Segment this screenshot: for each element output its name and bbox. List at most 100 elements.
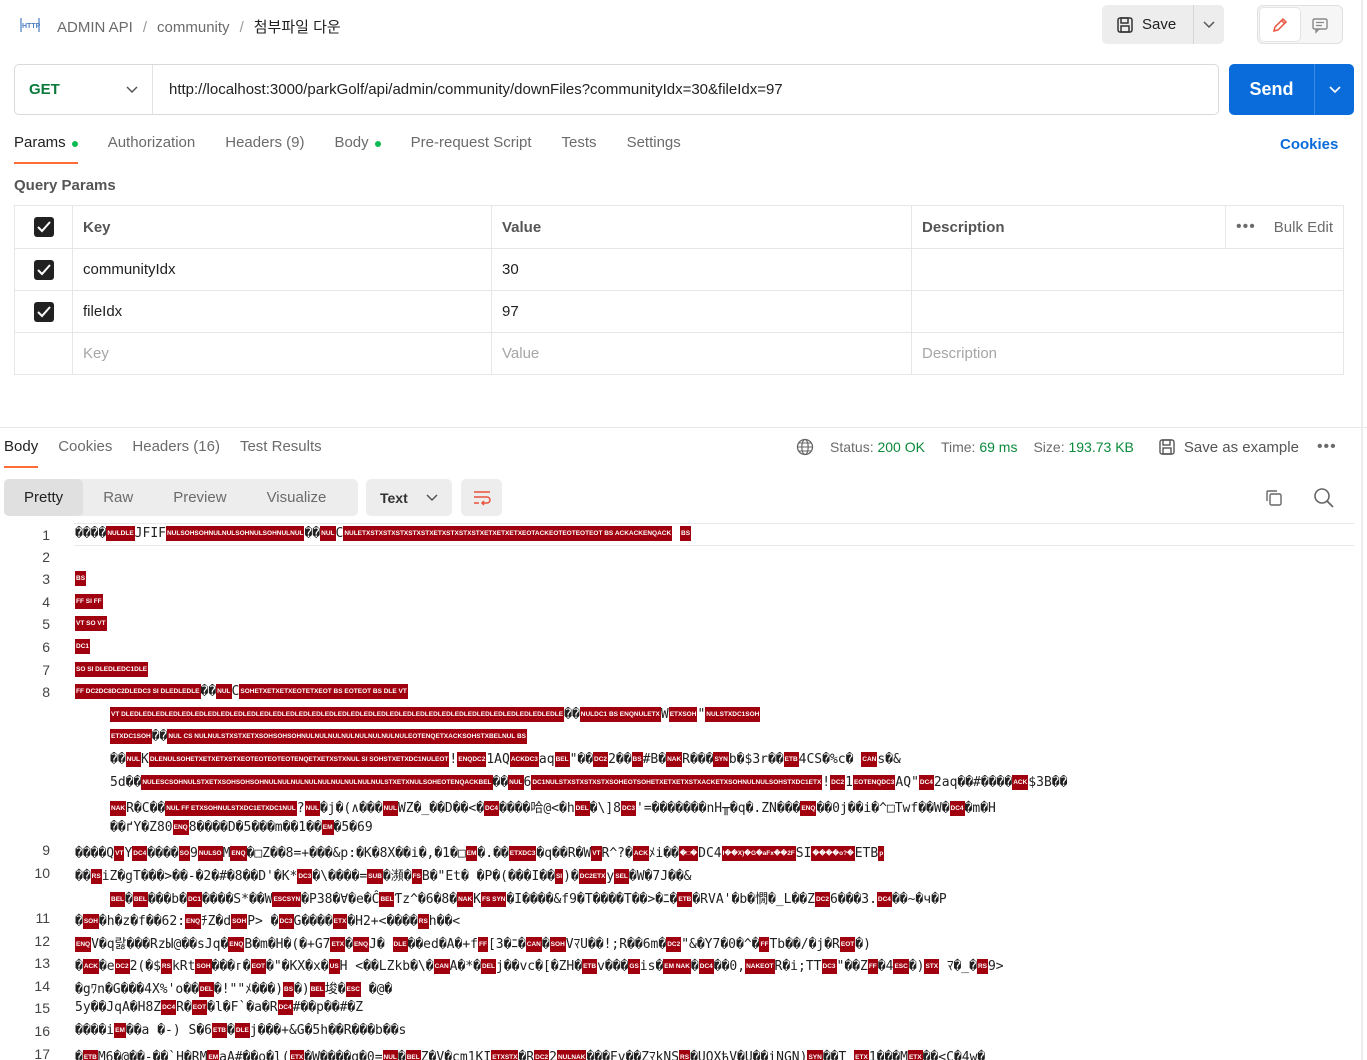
control-char-badge: DC3 xyxy=(297,868,313,884)
control-char-badge: NULSOHSOHNULNULSOHNULSOHNULNUL xyxy=(165,526,305,541)
tab-body[interactable]: Body xyxy=(334,134,381,164)
scrollbar[interactable] xyxy=(1361,0,1363,1060)
more-options-icon[interactable]: ••• xyxy=(1235,218,1256,235)
param-key[interactable]: communityIdx xyxy=(72,248,492,291)
view-raw[interactable]: Raw xyxy=(103,489,134,506)
tab-settings[interactable]: Settings xyxy=(627,134,681,164)
breadcrumb-collection[interactable]: ADMIN API xyxy=(57,19,133,36)
code-line: 6 DC1 xyxy=(0,636,1354,659)
control-char-badge: ����o?� xyxy=(811,846,855,862)
tab-response-body[interactable]: Body xyxy=(4,438,39,468)
new-description-input[interactable]: Description xyxy=(911,332,1344,375)
control-char-badge: EM xyxy=(465,846,478,862)
table-row: fileIdx 97 xyxy=(14,290,1344,333)
tab-settings-label: Settings xyxy=(626,134,681,151)
line-text: FF SI FF xyxy=(75,593,1354,609)
tab-tests[interactable]: Tests xyxy=(562,134,597,164)
tab-headers[interactable]: Headers (9) xyxy=(225,134,304,164)
cookies-link[interactable]: Cookies xyxy=(1280,136,1339,153)
tab-params[interactable]: Params xyxy=(14,134,78,164)
param-description[interactable] xyxy=(911,248,1344,291)
description-header: Description ••• Bulk Edit xyxy=(911,205,1344,249)
size-label: Size: xyxy=(1033,439,1065,455)
save-as-example-button[interactable]: Save as example xyxy=(1158,438,1299,456)
tab-response-headers[interactable]: Headers (16) xyxy=(132,438,220,455)
breadcrumb-folder[interactable]: community xyxy=(157,19,230,36)
copy-icon[interactable] xyxy=(1264,488,1284,508)
check-icon xyxy=(36,263,51,275)
more-options-icon[interactable]: ••• xyxy=(1316,438,1337,455)
globe-icon[interactable] xyxy=(796,438,814,456)
control-char-badge: EM NAK xyxy=(663,959,691,975)
control-char-badge: ENQDC2 xyxy=(457,751,487,767)
line-number: 1 xyxy=(42,527,50,543)
view-pretty[interactable]: Pretty xyxy=(4,479,84,516)
docs-mode-button[interactable] xyxy=(1300,8,1340,41)
url-input[interactable]: http://localhost:3000/parkGolf/api/admin… xyxy=(169,81,783,98)
control-char-badge: ACK xyxy=(632,846,649,862)
param-value[interactable]: 30 xyxy=(491,248,912,291)
control-char-badge: NUL xyxy=(382,1049,398,1060)
wrap-lines-button[interactable] xyxy=(461,479,502,516)
code-line: 7 SO SI DLEDLEDC1DLE xyxy=(0,659,1354,682)
time-value: 69 ms xyxy=(979,439,1018,455)
tab-response-cookies[interactable]: Cookies xyxy=(58,438,113,455)
pane-divider[interactable] xyxy=(0,427,1367,428)
chevron-down-icon xyxy=(126,85,138,93)
http-icon: HTTP xyxy=(20,18,41,32)
status-info[interactable]: Status: 200 OK xyxy=(830,439,925,455)
control-char-badge: BEL xyxy=(554,751,570,767)
line-number: 8 xyxy=(42,684,50,701)
param-description[interactable] xyxy=(911,290,1344,333)
line-text: ��ґY�Z80ENQ8����D�5���m��1��EM�5�69 xyxy=(110,819,373,835)
param-key[interactable]: fileIdx xyxy=(72,290,492,333)
response-body-viewer[interactable]: 1 ����NULDLEJFIFNULSOHSOHNULNULSOHNULSOHN… xyxy=(0,523,1354,1060)
select-all-checkbox[interactable] xyxy=(33,217,54,237)
view-mode-selector: Pretty Raw Preview Visualize xyxy=(4,479,358,516)
line-number: 17 xyxy=(34,1045,50,1060)
tab-pre-request-script[interactable]: Pre-request Script xyxy=(411,134,532,164)
control-char-badge: VT SO VT xyxy=(75,616,107,632)
code-line: 12 ENQV�q랋���RzЫ@��sJq�ENQB�m�H�(�+G7ETX�… xyxy=(0,930,1354,953)
control-char-badge: ETB xyxy=(82,1049,98,1060)
line-number: 11 xyxy=(35,910,50,927)
save-label: Save xyxy=(1142,16,1177,33)
new-value-input[interactable]: Value xyxy=(491,332,912,375)
control-char-badge: NUL xyxy=(320,526,336,541)
row-checkbox[interactable] xyxy=(33,301,54,322)
control-char-badge: NULDLE xyxy=(106,526,135,541)
tab-test-results[interactable]: Test Results xyxy=(239,438,322,455)
bulk-edit-button[interactable]: Bulk Edit xyxy=(1273,218,1333,236)
control-char-badge: NUL xyxy=(304,801,320,817)
code-line: 1 ����NULDLEJFIFNULSOHSOHNULNULSOHNULSOHN… xyxy=(42,523,1354,546)
view-visualize[interactable]: Visualize xyxy=(266,489,327,506)
code-line: 2 xyxy=(0,546,1354,569)
new-key-input[interactable]: Key xyxy=(72,332,492,375)
save-options-button[interactable] xyxy=(1194,5,1224,44)
control-char-badge: DC4 xyxy=(698,959,714,975)
response-tabs: Body Cookies Headers (16) Test Results xyxy=(4,438,342,468)
method-select[interactable]: GET xyxy=(15,65,153,114)
line-number: 4 xyxy=(42,593,50,610)
save-button[interactable]: Save xyxy=(1102,5,1194,44)
breadcrumb: ADMIN API / community / 첨부파일 다운 xyxy=(57,19,341,36)
control-char-badge: DC3 xyxy=(620,801,636,817)
row-checkbox[interactable] xyxy=(33,259,54,280)
size-info[interactable]: Size: 193.73 KB xyxy=(1033,439,1133,455)
send-options-button[interactable] xyxy=(1315,64,1354,115)
code-line: BEL�BEL���b�DC1����S*��WESCSYN�P38�∀�e�Ĉ… xyxy=(0,885,1354,908)
view-preview[interactable]: Preview xyxy=(173,489,227,506)
param-value[interactable]: 97 xyxy=(491,290,912,333)
status-dot xyxy=(374,141,381,147)
format-select[interactable]: Text xyxy=(366,479,452,516)
search-icon[interactable] xyxy=(1313,487,1335,509)
edit-mode-button[interactable] xyxy=(1260,8,1300,41)
check-icon xyxy=(36,221,51,233)
breadcrumb-request-name[interactable]: 첨부파일 다운 xyxy=(253,19,341,36)
time-info[interactable]: Time: 69 ms xyxy=(941,439,1018,455)
send-button[interactable]: Send xyxy=(1229,64,1315,115)
control-char-badge: NUL CS NULNULSTXSTXETXSOHSOHSOHNULNULNUL… xyxy=(167,729,528,745)
tab-authorization[interactable]: Authorization xyxy=(108,134,196,164)
control-char-badge: ESC xyxy=(893,959,909,975)
mode-toggle xyxy=(1257,5,1343,44)
